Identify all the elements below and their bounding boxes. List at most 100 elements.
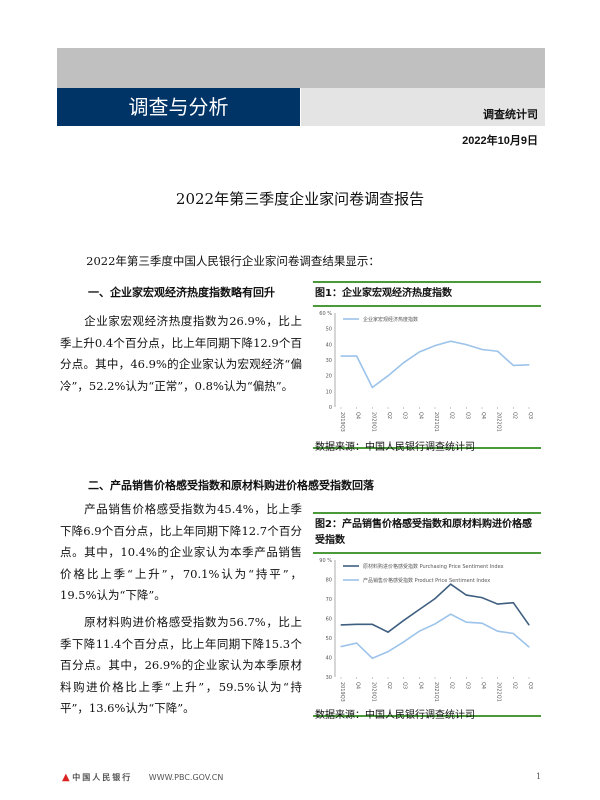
- x-tick-label: 2022Q1: [496, 412, 502, 432]
- data-point: [481, 597, 483, 599]
- data-point: [387, 631, 389, 633]
- data-point: [512, 364, 514, 367]
- x-tick-label: Q4: [355, 412, 361, 419]
- x-tick-label: Q2: [449, 412, 455, 419]
- series-line: [341, 340, 530, 389]
- x-tick-label: Q3: [527, 412, 533, 419]
- x-tick-label: 2019Q3: [339, 682, 345, 702]
- x-tick-label: 2021Q1: [433, 412, 439, 432]
- x-tick-label: Q3: [464, 682, 470, 689]
- footer: ▲ 中国人民银行 WWW.PBC.GOV.CN: [62, 772, 223, 783]
- data-point: [450, 613, 452, 615]
- y-tick-label: 50: [326, 636, 332, 642]
- x-tick-label: Q2: [511, 682, 517, 689]
- chart1-title: 图1：企业家宏观经济热度指数: [313, 283, 541, 307]
- data-point: [371, 623, 373, 625]
- page-title: 2022年第三季度企业家问卷调查报告: [175, 190, 425, 208]
- data-point: [418, 608, 420, 611]
- legend-label: 原材料购进价格感受指数 Purchasing Price Sentiment I…: [363, 563, 504, 570]
- series-line: [340, 613, 530, 660]
- data-point: [465, 344, 467, 346]
- data-point: [371, 657, 373, 659]
- x-tick-label: Q2: [449, 682, 455, 689]
- chart2-source: 数据来源：中国人民银行调查统计司: [315, 710, 475, 721]
- y-tick-label: 50: [326, 327, 332, 333]
- y-tick-label: 60: [326, 617, 332, 623]
- x-tick-label: Q3: [402, 412, 408, 419]
- x-tick-label: Q4: [355, 682, 361, 689]
- y-tick-label: 60 %: [319, 311, 332, 317]
- section-banner: 调查与分析: [57, 88, 300, 126]
- y-tick-label: 70: [326, 597, 332, 603]
- data-point: [465, 594, 467, 596]
- report-date: 2022年10月9日: [462, 135, 538, 147]
- data-point: [528, 624, 530, 626]
- data-point: [434, 598, 436, 600]
- section1-heading: 一、企业家宏观经济热度指数略有回升: [88, 286, 275, 299]
- page-number: 1: [536, 772, 542, 781]
- x-tick-label: Q2: [386, 412, 392, 419]
- intro-text: 2022年第三季度中国人民银行企业家问卷调查结果显示：: [86, 254, 380, 268]
- data-point: [340, 624, 342, 626]
- data-point: [356, 355, 358, 357]
- x-tick-label: 2020Q1: [370, 412, 376, 432]
- x-tick-label: Q4: [417, 682, 423, 689]
- section2-paragraph2: 原材料购进价格感受指数为56.7%，比上季下降11.4个百分点，比上年同期下降1…: [60, 614, 302, 716]
- data-point: [403, 362, 405, 364]
- data-point: [340, 645, 342, 648]
- y-tick-label: 40: [326, 342, 332, 348]
- data-point: [497, 603, 499, 605]
- data-point: [434, 623, 436, 625]
- x-tick-label: Q2: [386, 682, 392, 689]
- data-point: [481, 348, 483, 351]
- data-point: [356, 623, 358, 625]
- data-point: [528, 364, 530, 366]
- series-line: [340, 583, 530, 634]
- section2-paragraph1: 产品销售价格感受指数为45.4%，比上季下降6.9个百分点，比上年同期下降12.…: [60, 502, 302, 603]
- y-tick-label: 10: [326, 389, 332, 395]
- data-point: [434, 344, 436, 347]
- data-point: [481, 622, 483, 624]
- section1-paragraph: 企业家宏观经济热度指数为26.9%，比上季上升0.4个百分点，比上年同期下降12…: [60, 314, 302, 393]
- x-tick-label: Q3: [402, 682, 408, 689]
- data-point: [387, 375, 389, 377]
- chart2-title: 图2：产品销售价格感受指数和原材料购进价格感受指数: [313, 514, 541, 554]
- x-tick-label: 2020Q1: [370, 682, 376, 702]
- data-point: [465, 621, 467, 623]
- y-tick-label: 80: [326, 578, 332, 584]
- header-band-light: [301, 88, 545, 126]
- y-tick-label: 90 %: [319, 558, 332, 564]
- y-tick-label: 30: [326, 675, 332, 681]
- x-tick-label: Q4: [480, 412, 486, 419]
- data-point: [497, 350, 499, 352]
- chart2: 图2：产品销售价格感受指数和原材料购进价格感受指数 30 40 50 60 70 80 90…: [313, 512, 541, 721]
- data-point: [387, 651, 389, 653]
- bank-name: 中国人民银行: [72, 773, 133, 782]
- section2-heading: 二、产品销售价格感受指数和原材料购进价格感受指数回落: [88, 479, 374, 492]
- data-point: [371, 386, 373, 389]
- x-tick-label: Q3: [527, 682, 533, 689]
- pbc-logo-icon: ▲: [62, 772, 70, 783]
- data-point: [512, 632, 514, 635]
- chart1-source: 数据来源：中国人民银行调查统计司: [315, 442, 475, 453]
- chart2-plot: 30 40 50 60 70 80 90 % 2019Q3 Q4 2020Q1 Q2 Q3 Q4 2021…: [319, 558, 533, 702]
- data-point: [450, 340, 452, 342]
- y-tick-label: 0: [329, 405, 332, 411]
- x-tick-label: Q2: [511, 412, 517, 419]
- y-tick-label: 30: [326, 358, 332, 364]
- x-tick-label: 2019Q3: [339, 412, 345, 432]
- legend-label: 企业家宏观经济热度指数: [363, 316, 418, 323]
- y-tick-label: 20: [326, 374, 332, 380]
- chart1-plot: 0 10 20 30 40 50 60 % 2019Q3 Q4 2020Q1 Q2 Q3 Q4 2021Q…: [319, 311, 533, 432]
- department: 调查统计司: [483, 108, 538, 121]
- data-point: [528, 646, 530, 648]
- x-tick-label: Q4: [480, 682, 486, 689]
- website-link[interactable]: WWW.PBC.GOV.CN: [148, 773, 224, 782]
- section2-body: 产品销售价格感受指数为45.4%，比上季下降6.9个百分点，比上年同期下降12.…: [60, 499, 302, 720]
- chart1: 图1：企业家宏观经济热度指数 0 10 20 30 40 50 60 % 2019Q3 Q4 20…: [313, 281, 541, 453]
- data-point: [356, 642, 358, 644]
- data-point: [403, 641, 405, 643]
- x-tick-label: Q3: [464, 412, 470, 419]
- header-band: [57, 48, 545, 88]
- x-tick-label: Q4: [417, 412, 423, 419]
